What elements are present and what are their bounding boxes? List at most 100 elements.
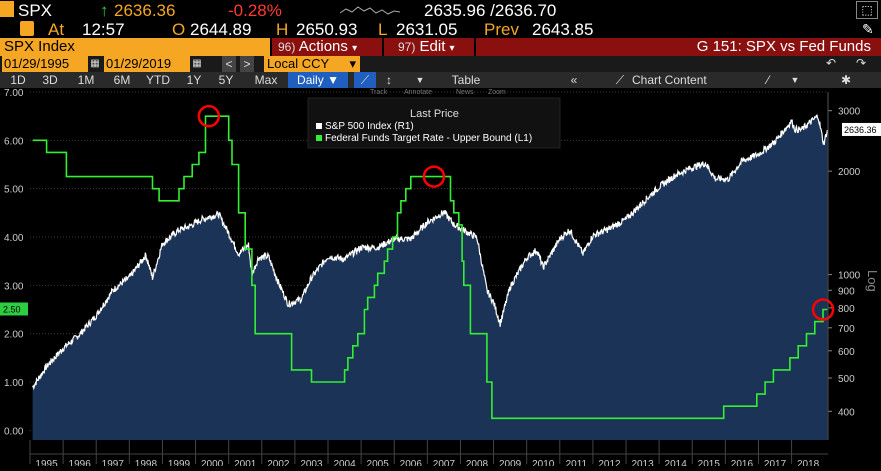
calendar-icon[interactable]: ▦: [90, 58, 100, 69]
x-tick-label: 2015: [698, 459, 721, 466]
open-label: O: [172, 20, 186, 39]
left-tick-label: 3.00: [4, 281, 24, 292]
start-date-input[interactable]: 01/29/1995: [2, 56, 88, 72]
right-tick-label: 3000: [838, 107, 861, 118]
right-current-marker-label: 2636.36: [844, 125, 877, 135]
table-button[interactable]: Table: [451, 73, 481, 87]
redo-icon[interactable]: ↷: [855, 56, 867, 70]
calendar-icon[interactable]: ▦: [192, 58, 202, 69]
actions-menu[interactable]: 96) Actions ▾: [272, 38, 382, 56]
x-tick-label: 1995: [35, 459, 58, 466]
command-bar: SPX Index 96) Actions ▾ 97) Edit ▾ G 151…: [0, 38, 881, 56]
line-chart-icon[interactable]: ⟋: [354, 72, 376, 88]
settings-icon[interactable]: ✱: [840, 73, 852, 87]
x-tick-label: 2014: [665, 459, 688, 466]
right-tick-label: 700: [838, 324, 855, 335]
date-range-bar: 01/29/1995 ▦ 01/29/2019 ▦ < > Local CCY ▾: [0, 56, 881, 72]
period-max[interactable]: Max: [254, 73, 278, 87]
price-change: -0.28%: [228, 1, 282, 20]
legend-swatch-spx: [316, 123, 322, 129]
x-tick-label: 2011: [566, 459, 588, 466]
left-current-marker-label: 2.50: [3, 305, 21, 315]
spx-line: [32, 114, 828, 391]
pin-icon[interactable]: ✎: [862, 21, 874, 37]
x-tick-label: 2001: [234, 459, 257, 466]
right-axis: 400 500 600 700 800 900 1000 2000 3000 2636.36: [827, 92, 881, 440]
high-value: 2650.93: [296, 20, 358, 39]
x-tick-label: 2004: [333, 459, 356, 466]
highlight-circle: [422, 165, 446, 188]
security-field[interactable]: SPX Index: [0, 38, 270, 56]
right-tick-label: 500: [838, 374, 855, 385]
legend-title: Last Price: [410, 108, 459, 120]
period-6m[interactable]: 6M: [113, 73, 131, 87]
mini-news[interactable]: News: [456, 89, 474, 96]
x-axis: 1995 1996 1997 1998 1999 2000 2001 2002 2003 2004…: [29, 440, 828, 470]
period-5y[interactable]: 5Y: [218, 73, 234, 87]
at-label: At: [48, 20, 65, 39]
chart-content-button[interactable]: Chart Content: [632, 73, 707, 87]
prev-period-button[interactable]: <: [222, 56, 236, 72]
highlight-circle: [197, 104, 221, 128]
legend-box: [307, 97, 561, 149]
prev-label: Prev: [484, 20, 519, 39]
x-tick-label: 2016: [731, 459, 754, 466]
annotate-icon[interactable]: ⁄: [766, 73, 769, 87]
x-tick-label: 2007: [433, 459, 456, 466]
mini-zoom[interactable]: Zoom: [488, 89, 506, 96]
x-tick-label: 2017: [764, 459, 787, 466]
frequency-select[interactable]: Daily ▼: [288, 72, 348, 88]
period-ytd[interactable]: YTD: [146, 73, 170, 87]
period-1d[interactable]: 1D: [10, 73, 26, 87]
x-tick-label: 1999: [168, 459, 191, 466]
x-tick-label: 2012: [598, 459, 621, 466]
legend-entry-spx: S&P 500 Index (R1): [325, 121, 414, 132]
right-tick-label: 2000: [838, 167, 861, 178]
x-tick-label: 2002: [267, 459, 290, 466]
price-chart: 0.00 1.00 2.00 3.00 4.00 5.00 6.00 7.00 2.50 400…: [0, 88, 881, 470]
period-bar: 1D 3D 1M 6M YTD 1Y 5Y Max Daily ▼ ⟋ ↕ ▼ …: [0, 56, 881, 88]
edit-menu[interactable]: 97) Edit ▾: [384, 38, 474, 56]
collapse-icon[interactable]: «: [570, 73, 578, 87]
chevron-down-icon: ▾: [449, 43, 455, 54]
actions-code: 96): [278, 40, 296, 54]
left-current-marker: [0, 302, 28, 316]
bar-chart-icon[interactable]: ↕: [386, 73, 392, 87]
next-period-button[interactable]: >: [240, 56, 254, 72]
period-1y[interactable]: 1Y: [186, 73, 202, 87]
undo-icon[interactable]: ↶: [825, 56, 837, 70]
quote-header: SPX ↑ 2636.36 -0.28% 2635.96 /2636.70 ⬚ …: [0, 0, 881, 39]
edit-code: 97): [398, 40, 416, 54]
left-tick-label: 4.00: [4, 233, 24, 244]
right-axis-label: Log: [865, 270, 880, 292]
end-date-input[interactable]: 01/29/2019: [104, 56, 190, 72]
right-tick-label: 600: [838, 347, 855, 358]
chevron-down-icon[interactable]: ▼: [415, 75, 425, 85]
chart-area: 0.00 1.00 2.00 3.00 4.00 5.00 6.00 7.00 2.50 400…: [0, 88, 881, 470]
low-label: L: [378, 20, 388, 39]
x-tick-label: 2003: [300, 459, 323, 466]
last-price: 2636.36: [114, 1, 176, 20]
quote-time: 12:57: [82, 20, 125, 39]
prev-value: 2643.85: [532, 20, 594, 39]
popout-icon[interactable]: ⬚: [856, 1, 878, 19]
period-3d[interactable]: 3D: [42, 73, 58, 87]
chevron-down-icon[interactable]: ▼: [790, 75, 800, 85]
left-tick-label: 0.00: [4, 426, 24, 437]
right-current-marker: [842, 122, 881, 136]
period-1m[interactable]: 1M: [77, 73, 95, 87]
currency-select[interactable]: Local CCY ▾: [264, 56, 360, 72]
x-tick-label: 1997: [102, 459, 125, 466]
actions-label: Actions: [298, 38, 348, 55]
mini-annotate[interactable]: Annotate: [404, 89, 432, 96]
mini-track[interactable]: Track: [370, 89, 388, 96]
highlight-circles: [197, 104, 835, 321]
edit-label: Edit: [419, 38, 446, 55]
left-tick-label: 2.00: [4, 330, 24, 341]
menu-marker[interactable]: [0, 1, 14, 17]
right-tick-label: 400: [838, 407, 855, 418]
legend-swatch-fed: [316, 135, 322, 141]
sparkline-icon: [340, 6, 400, 15]
high-label: H: [276, 20, 289, 39]
chevron-down-icon: ▾: [352, 43, 358, 54]
